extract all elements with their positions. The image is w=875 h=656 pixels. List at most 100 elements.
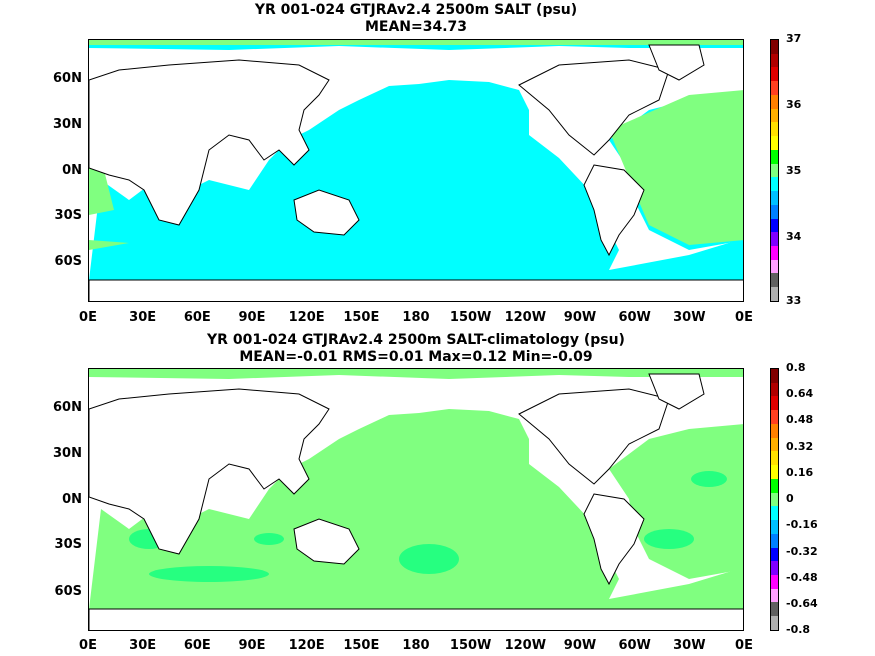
top-lon-label: 120W: [504, 310, 547, 325]
bottom-lon-label: 60E: [183, 638, 211, 653]
top-colorbar: [770, 39, 779, 302]
bottom-lon-label: 120W: [504, 638, 547, 653]
top-colorbar-swatch: [771, 108, 778, 123]
bottom-colorbar-swatch: [771, 616, 778, 630]
top-lon-label: 120E: [288, 310, 325, 325]
bottom-colorbar-swatch: [771, 506, 778, 521]
top-colorbar-swatch: [771, 259, 778, 274]
bottom-lon-label: 120E: [288, 638, 325, 653]
top-lon-label: 30E: [129, 310, 157, 325]
bottom-lat-label: 30S: [54, 537, 82, 552]
bottom-map-subtitle: MEAN=-0.01 RMS=0.01 Max=0.12 Min=-0.09: [239, 349, 593, 365]
top-colorbar-swatch: [771, 232, 778, 247]
top-land-masses: [89, 44, 743, 301]
top-map-plot: [88, 39, 744, 302]
top-map-subtitle: MEAN=34.73: [364, 19, 468, 35]
top-lon-label: 60W: [618, 310, 651, 325]
top-lat-label: 30S: [54, 208, 82, 223]
bottom-colorbar-swatch: [771, 561, 778, 576]
bottom-colorbar-swatch: [771, 478, 778, 493]
top-secondary-field: [89, 40, 743, 250]
top-lon-label: 150W: [449, 310, 492, 325]
top-colorbar-label: 35: [786, 164, 802, 177]
bottom-map-svg: [89, 369, 743, 630]
top-colorbar-swatch: [771, 246, 778, 260]
bottom-colorbar-swatch: [771, 396, 778, 411]
top-lon-label: 0E: [735, 310, 753, 325]
top-colorbar-swatch: [771, 53, 778, 68]
top-colorbar-label: 36: [786, 98, 802, 111]
bottom-colorbar-swatch: [771, 437, 778, 452]
top-lat-label: 60N: [53, 71, 82, 86]
top-colorbar-swatch: [771, 191, 778, 205]
bottom-colorbar-swatch: [771, 382, 778, 397]
top-colorbar-swatch: [771, 287, 778, 301]
top-lon-label: 90W: [563, 310, 597, 325]
bottom-lon-label: 0E: [735, 638, 753, 653]
bottom-colorbar-swatch: [771, 410, 778, 424]
bottom-ocean-field: [89, 369, 743, 609]
bottom-land-masses: [89, 373, 743, 630]
top-colorbar-swatch: [771, 149, 778, 164]
top-colorbar-label: 34: [786, 230, 802, 243]
bottom-lat-label: 60S: [54, 584, 82, 599]
bottom-colorbar-swatch: [771, 588, 778, 603]
bottom-colorbar-label: -0.8: [786, 623, 811, 636]
bottom-map-plot: [88, 368, 744, 631]
bottom-lon-label: 150W: [449, 638, 492, 653]
bottom-map-title: YR 001-024 GTJRAv2.4 2500m SALT-climatol…: [207, 332, 625, 348]
bottom-colorbar-label: -0.48: [786, 571, 818, 584]
bottom-colorbar-label: 0.32: [786, 440, 814, 453]
bottom-lon-label: 60W: [618, 638, 651, 653]
bottom-colorbar-swatch: [771, 492, 778, 507]
bottom-lat-label: 30N: [53, 446, 82, 461]
bottom-colorbar-swatch: [771, 547, 778, 562]
bottom-colorbar-swatch: [771, 369, 778, 383]
bottom-colorbar-label: 0.48: [786, 413, 814, 426]
bottom-colorbar-swatch: [771, 451, 778, 466]
bottom-colorbar-label: -0.64: [786, 597, 818, 610]
top-colorbar-swatch: [771, 81, 778, 95]
top-colorbar-swatch: [771, 94, 778, 109]
top-colorbar-swatch: [771, 204, 778, 219]
bottom-lon-label: 90W: [563, 638, 597, 653]
top-colorbar-swatch: [771, 218, 778, 233]
top-colorbar-swatch: [771, 163, 778, 178]
bottom-colorbar-label: 0.16: [786, 466, 814, 479]
top-lon-label: 60E: [183, 310, 211, 325]
bottom-lat-label: 60N: [53, 400, 82, 415]
top-colorbar-swatch: [771, 136, 778, 150]
bottom-lon-label: 150E: [343, 638, 380, 653]
bottom-lat-label: 0N: [62, 492, 82, 507]
top-colorbar-swatch: [771, 122, 778, 137]
top-colorbar-swatch: [771, 273, 778, 288]
top-lon-label: 180: [402, 310, 430, 325]
top-lon-label: 0E: [79, 310, 97, 325]
top-lon-label: 150E: [343, 310, 380, 325]
top-lat-label: 0N: [62, 163, 82, 178]
bottom-colorbar-label: 0.64: [786, 387, 814, 400]
top-map-svg: [89, 40, 743, 301]
top-colorbar-swatch: [771, 40, 778, 54]
top-lat-label: 60S: [54, 254, 82, 269]
bottom-lon-label: 90E: [238, 638, 266, 653]
bottom-colorbar-swatch: [771, 520, 778, 534]
top-lon-label: 90E: [238, 310, 266, 325]
top-colorbar-swatch: [771, 67, 778, 82]
top-colorbar-label: 37: [786, 32, 802, 45]
top-colorbar-swatch: [771, 177, 778, 192]
bottom-lon-label: 0E: [79, 638, 97, 653]
bottom-lon-label: 30W: [673, 638, 706, 653]
bottom-colorbar-label: -0.16: [786, 518, 818, 531]
bottom-colorbar-label: 0: [786, 492, 794, 505]
bottom-colorbar-swatch: [771, 602, 778, 617]
bottom-colorbar-swatch: [771, 423, 778, 438]
bottom-secondary-field: [129, 471, 727, 582]
bottom-colorbar-swatch: [771, 465, 778, 479]
bottom-colorbar-label: 0.8: [786, 361, 806, 374]
bottom-colorbar: [770, 368, 779, 631]
top-lat-label: 30N: [53, 117, 82, 132]
bottom-colorbar-label: -0.32: [786, 545, 818, 558]
bottom-lon-label: 30E: [129, 638, 157, 653]
bottom-lon-label: 180: [402, 638, 430, 653]
